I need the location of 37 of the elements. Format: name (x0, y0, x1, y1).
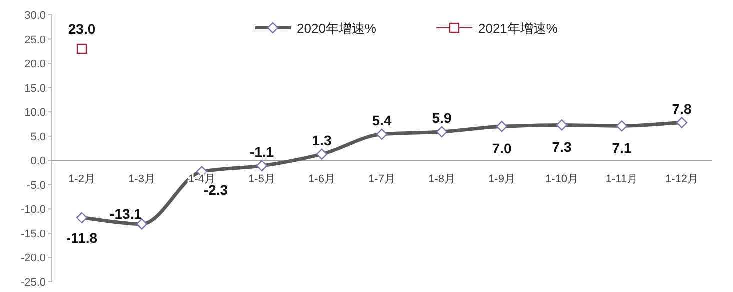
y-tick-label: 20.0 (24, 58, 46, 71)
x-tick-label: 1-11月 (606, 174, 638, 186)
point (76, 44, 88, 54)
data-label: 23.0 (68, 20, 96, 37)
data-label: 1.3 (312, 132, 332, 148)
y-tick-label: 30.0 (24, 10, 46, 22)
y-tick-label: 10.0 (24, 107, 46, 120)
data-label: 7.8 (672, 100, 692, 117)
y-tick-label: -20.0 (20, 252, 46, 265)
data-label: 7.1 (612, 140, 632, 156)
data-label: 5.4 (372, 112, 392, 128)
y-tick-label: -10.0 (20, 204, 46, 216)
x-tick-label: 1-3月 (128, 174, 156, 186)
y-tick-label: -5.0 (27, 180, 46, 192)
data-label: 7.0 (492, 140, 512, 157)
x-tick-label: 1-10月 (545, 174, 579, 186)
data-label: 5.9 (432, 110, 452, 126)
x-tick-label: 1-2月 (68, 174, 96, 186)
x-tick-label: 1-9月 (488, 174, 516, 186)
x-tick-label: 1-7月 (368, 174, 396, 186)
x-tick-label: 1-5月 (248, 174, 276, 186)
y-tick-label: 15.0 (24, 82, 46, 95)
data-label: -13.1 (110, 206, 142, 222)
x-tick-label: 1-6月 (308, 174, 336, 186)
y-tick-label: 5.0 (30, 131, 46, 144)
x-tick-label: 1-8月 (428, 174, 456, 186)
legend-label: 2020年增速% (297, 21, 377, 36)
data-label: 7.3 (552, 139, 572, 156)
y-tick-label: 0.0 (30, 156, 46, 168)
x-tick-label: 1-4月 (188, 174, 216, 186)
data-label: -11.8 (66, 230, 98, 246)
y-tick-label: -25.0 (20, 277, 46, 289)
data-label: -1.1 (250, 144, 274, 160)
x-tick-label: 1-12月 (665, 174, 699, 186)
y-tick-label: 25.0 (24, 34, 46, 46)
legend-label: 2021年增速% (478, 21, 558, 36)
y-tick-label: -15.0 (20, 228, 46, 240)
